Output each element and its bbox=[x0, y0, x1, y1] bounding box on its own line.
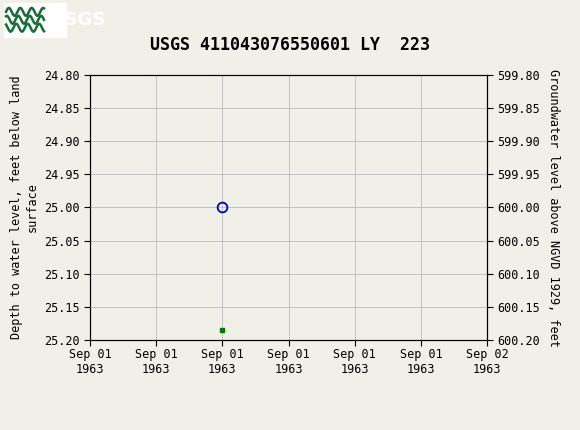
Text: USGS 411043076550601 LY  223: USGS 411043076550601 LY 223 bbox=[150, 36, 430, 54]
Text: USGS: USGS bbox=[50, 11, 106, 29]
Y-axis label: Groundwater level above NGVD 1929, feet: Groundwater level above NGVD 1929, feet bbox=[548, 68, 560, 347]
FancyBboxPatch shape bbox=[4, 3, 66, 37]
Y-axis label: Depth to water level, feet below land
surface: Depth to water level, feet below land su… bbox=[10, 76, 38, 339]
